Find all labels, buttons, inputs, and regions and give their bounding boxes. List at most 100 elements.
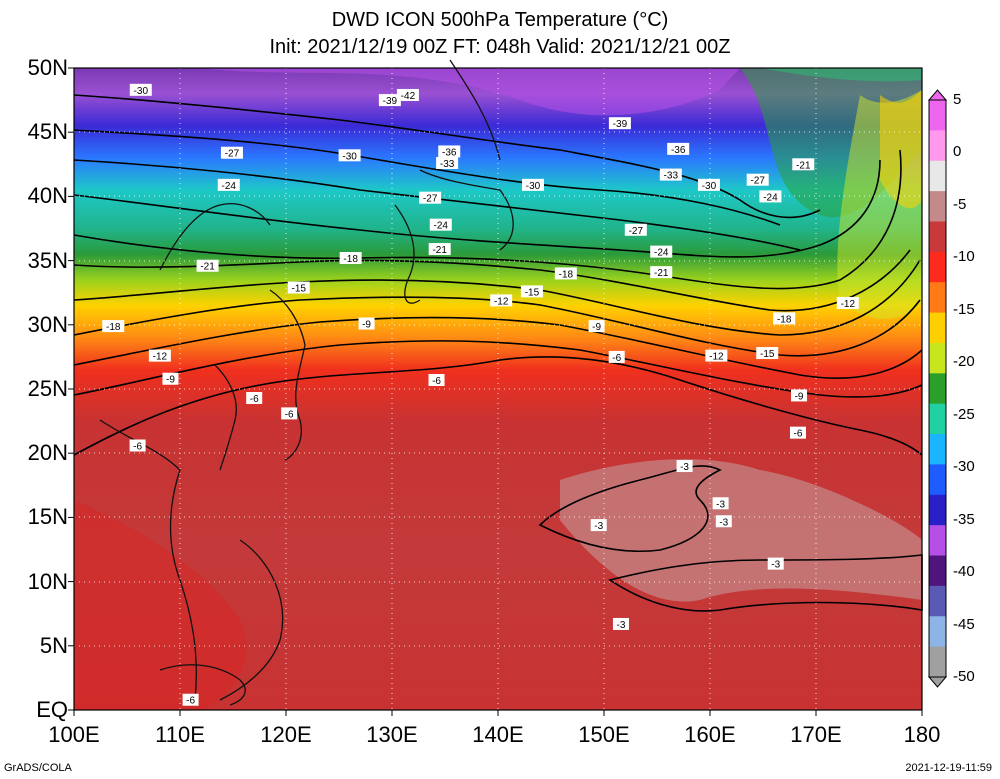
contour-label-box bbox=[196, 259, 219, 272]
contour-label: -6 bbox=[281, 407, 298, 420]
contour-label: -6 bbox=[129, 439, 146, 452]
colorbar-swatch bbox=[929, 160, 946, 192]
lat-tick-label: EQ bbox=[36, 697, 68, 722]
lat-tick-label: 35N bbox=[27, 247, 68, 273]
contour-label-layer: -30-39 -42-39-27 -30 -36-33-36-21-24-27-30-… bbox=[102, 83, 859, 707]
contour-label-text: -9 bbox=[592, 322, 601, 333]
colorbar-tick-label: -45 bbox=[953, 615, 975, 633]
contour-label-text: -6 bbox=[612, 353, 621, 364]
contour-label-box bbox=[612, 617, 629, 630]
contour-label-text: -6 bbox=[186, 696, 195, 707]
contour-label-box bbox=[759, 190, 782, 203]
contour-label-text: -18 bbox=[559, 269, 574, 280]
colorbar-frame bbox=[928, 99, 947, 678]
contour-label-text: -21 bbox=[432, 245, 447, 256]
map-subtitle: Init: 2021/12/19 00Z FT: 048h Valid: 202… bbox=[269, 36, 731, 58]
contour-label-box bbox=[358, 317, 375, 330]
lat-tick-label: 25N bbox=[27, 376, 68, 401]
lon-tick-label: 180 bbox=[903, 722, 941, 747]
contour-label: -39 bbox=[608, 117, 631, 130]
colorbar-top-arrow bbox=[927, 89, 948, 101]
colorbar-swatch bbox=[929, 312, 946, 344]
contour-label: -3 bbox=[676, 460, 693, 473]
contour-label-text: -3 bbox=[716, 499, 725, 510]
contour-label-box bbox=[182, 693, 199, 706]
coastlines bbox=[99, 59, 514, 706]
contour-label-box bbox=[220, 146, 243, 159]
contour-label-box bbox=[438, 145, 461, 158]
contour-label: -21 bbox=[196, 259, 219, 273]
contour-label-box bbox=[148, 349, 171, 362]
colorbar-tick-label: 5 bbox=[953, 91, 962, 108]
colorbar-swatch bbox=[929, 191, 946, 222]
contour-label: -12 bbox=[705, 349, 728, 363]
contour-label-box bbox=[396, 88, 419, 101]
colorbar-swatch bbox=[929, 494, 946, 526]
colorbar-swatch bbox=[929, 464, 946, 496]
contour-label-text: -36 bbox=[442, 147, 457, 158]
lat-tick-label: 15N bbox=[27, 504, 68, 530]
lon-tick-label: 150E bbox=[578, 722, 630, 747]
contour-label-box bbox=[378, 94, 401, 107]
contour-label: -15 bbox=[756, 347, 779, 360]
contour-label-box bbox=[836, 296, 859, 309]
contour-label: -9 bbox=[162, 372, 179, 386]
contour-label-text: -18 bbox=[106, 322, 121, 333]
contour-label-text: -27 bbox=[750, 176, 765, 187]
lat-tick-label: 30N bbox=[27, 311, 68, 337]
contour-label-text: -9 bbox=[795, 391, 804, 402]
contour-label: -24 bbox=[650, 245, 673, 259]
contour-label-box bbox=[608, 350, 625, 363]
contour-label-box bbox=[419, 191, 442, 204]
colorbar-tick-label: -20 bbox=[953, 353, 975, 371]
contour-label-box bbox=[667, 142, 690, 155]
contour-label: -18 bbox=[773, 312, 796, 325]
colorbar-tick-label: 0 bbox=[953, 143, 962, 161]
contour-label-box bbox=[756, 347, 779, 360]
contour-label-box bbox=[429, 218, 452, 231]
contour-label: -30 bbox=[697, 178, 720, 192]
contour-label-text: -30 bbox=[342, 151, 357, 162]
colorbar-swatch bbox=[929, 282, 946, 314]
contour-label-text: -21 bbox=[654, 268, 669, 279]
contour-label-box bbox=[608, 117, 631, 130]
contour-label: -12 bbox=[148, 349, 171, 363]
contour-label-box bbox=[520, 285, 543, 298]
contour-label-text: -30 bbox=[702, 181, 717, 192]
contour-label-box bbox=[554, 267, 577, 280]
colorbar-swatch bbox=[929, 100, 946, 131]
lat-tick-label: 20N bbox=[27, 440, 68, 466]
contour-label-text: -39 bbox=[613, 119, 628, 130]
contour-label-box bbox=[650, 266, 673, 279]
contour-label-text: -3 bbox=[594, 521, 603, 532]
contour-label: -21 bbox=[650, 266, 673, 279]
contour-label-box bbox=[428, 374, 445, 387]
contour-label: -3 bbox=[612, 617, 629, 631]
colorbar-swatch bbox=[929, 555, 946, 587]
contour-label-text: -21 bbox=[200, 262, 215, 273]
contour-label-box bbox=[102, 320, 125, 333]
colorbar-swatch bbox=[929, 342, 946, 374]
colorbar-tick-label: -50 bbox=[953, 668, 975, 685]
colorbar-tick-label: -15 bbox=[953, 300, 975, 318]
contour-label-box bbox=[339, 252, 362, 265]
contour-label: -36 bbox=[667, 142, 690, 156]
contour-label-text: -30 bbox=[526, 181, 541, 192]
contour-label: -24 bbox=[429, 218, 452, 232]
colorbar-swatch bbox=[929, 403, 946, 435]
contour-label: -27 bbox=[220, 146, 243, 160]
contour-label: -6 bbox=[182, 693, 199, 707]
lat-tick-label: 50N bbox=[27, 55, 68, 80]
contour-label: -9 bbox=[358, 317, 375, 331]
contour-label: -18 bbox=[102, 320, 125, 333]
colorbar-swatch bbox=[929, 434, 946, 465]
colorbar-tick-label: -25 bbox=[953, 405, 975, 423]
contour-label-text: -15 bbox=[291, 284, 306, 295]
contour-label-box bbox=[659, 168, 682, 181]
contour-label-box bbox=[791, 389, 808, 402]
colorbar-swatch bbox=[929, 616, 946, 648]
contour-label-box bbox=[697, 178, 720, 191]
contour-label-text: -12 bbox=[709, 352, 724, 363]
contour-label: -3 bbox=[590, 519, 607, 532]
